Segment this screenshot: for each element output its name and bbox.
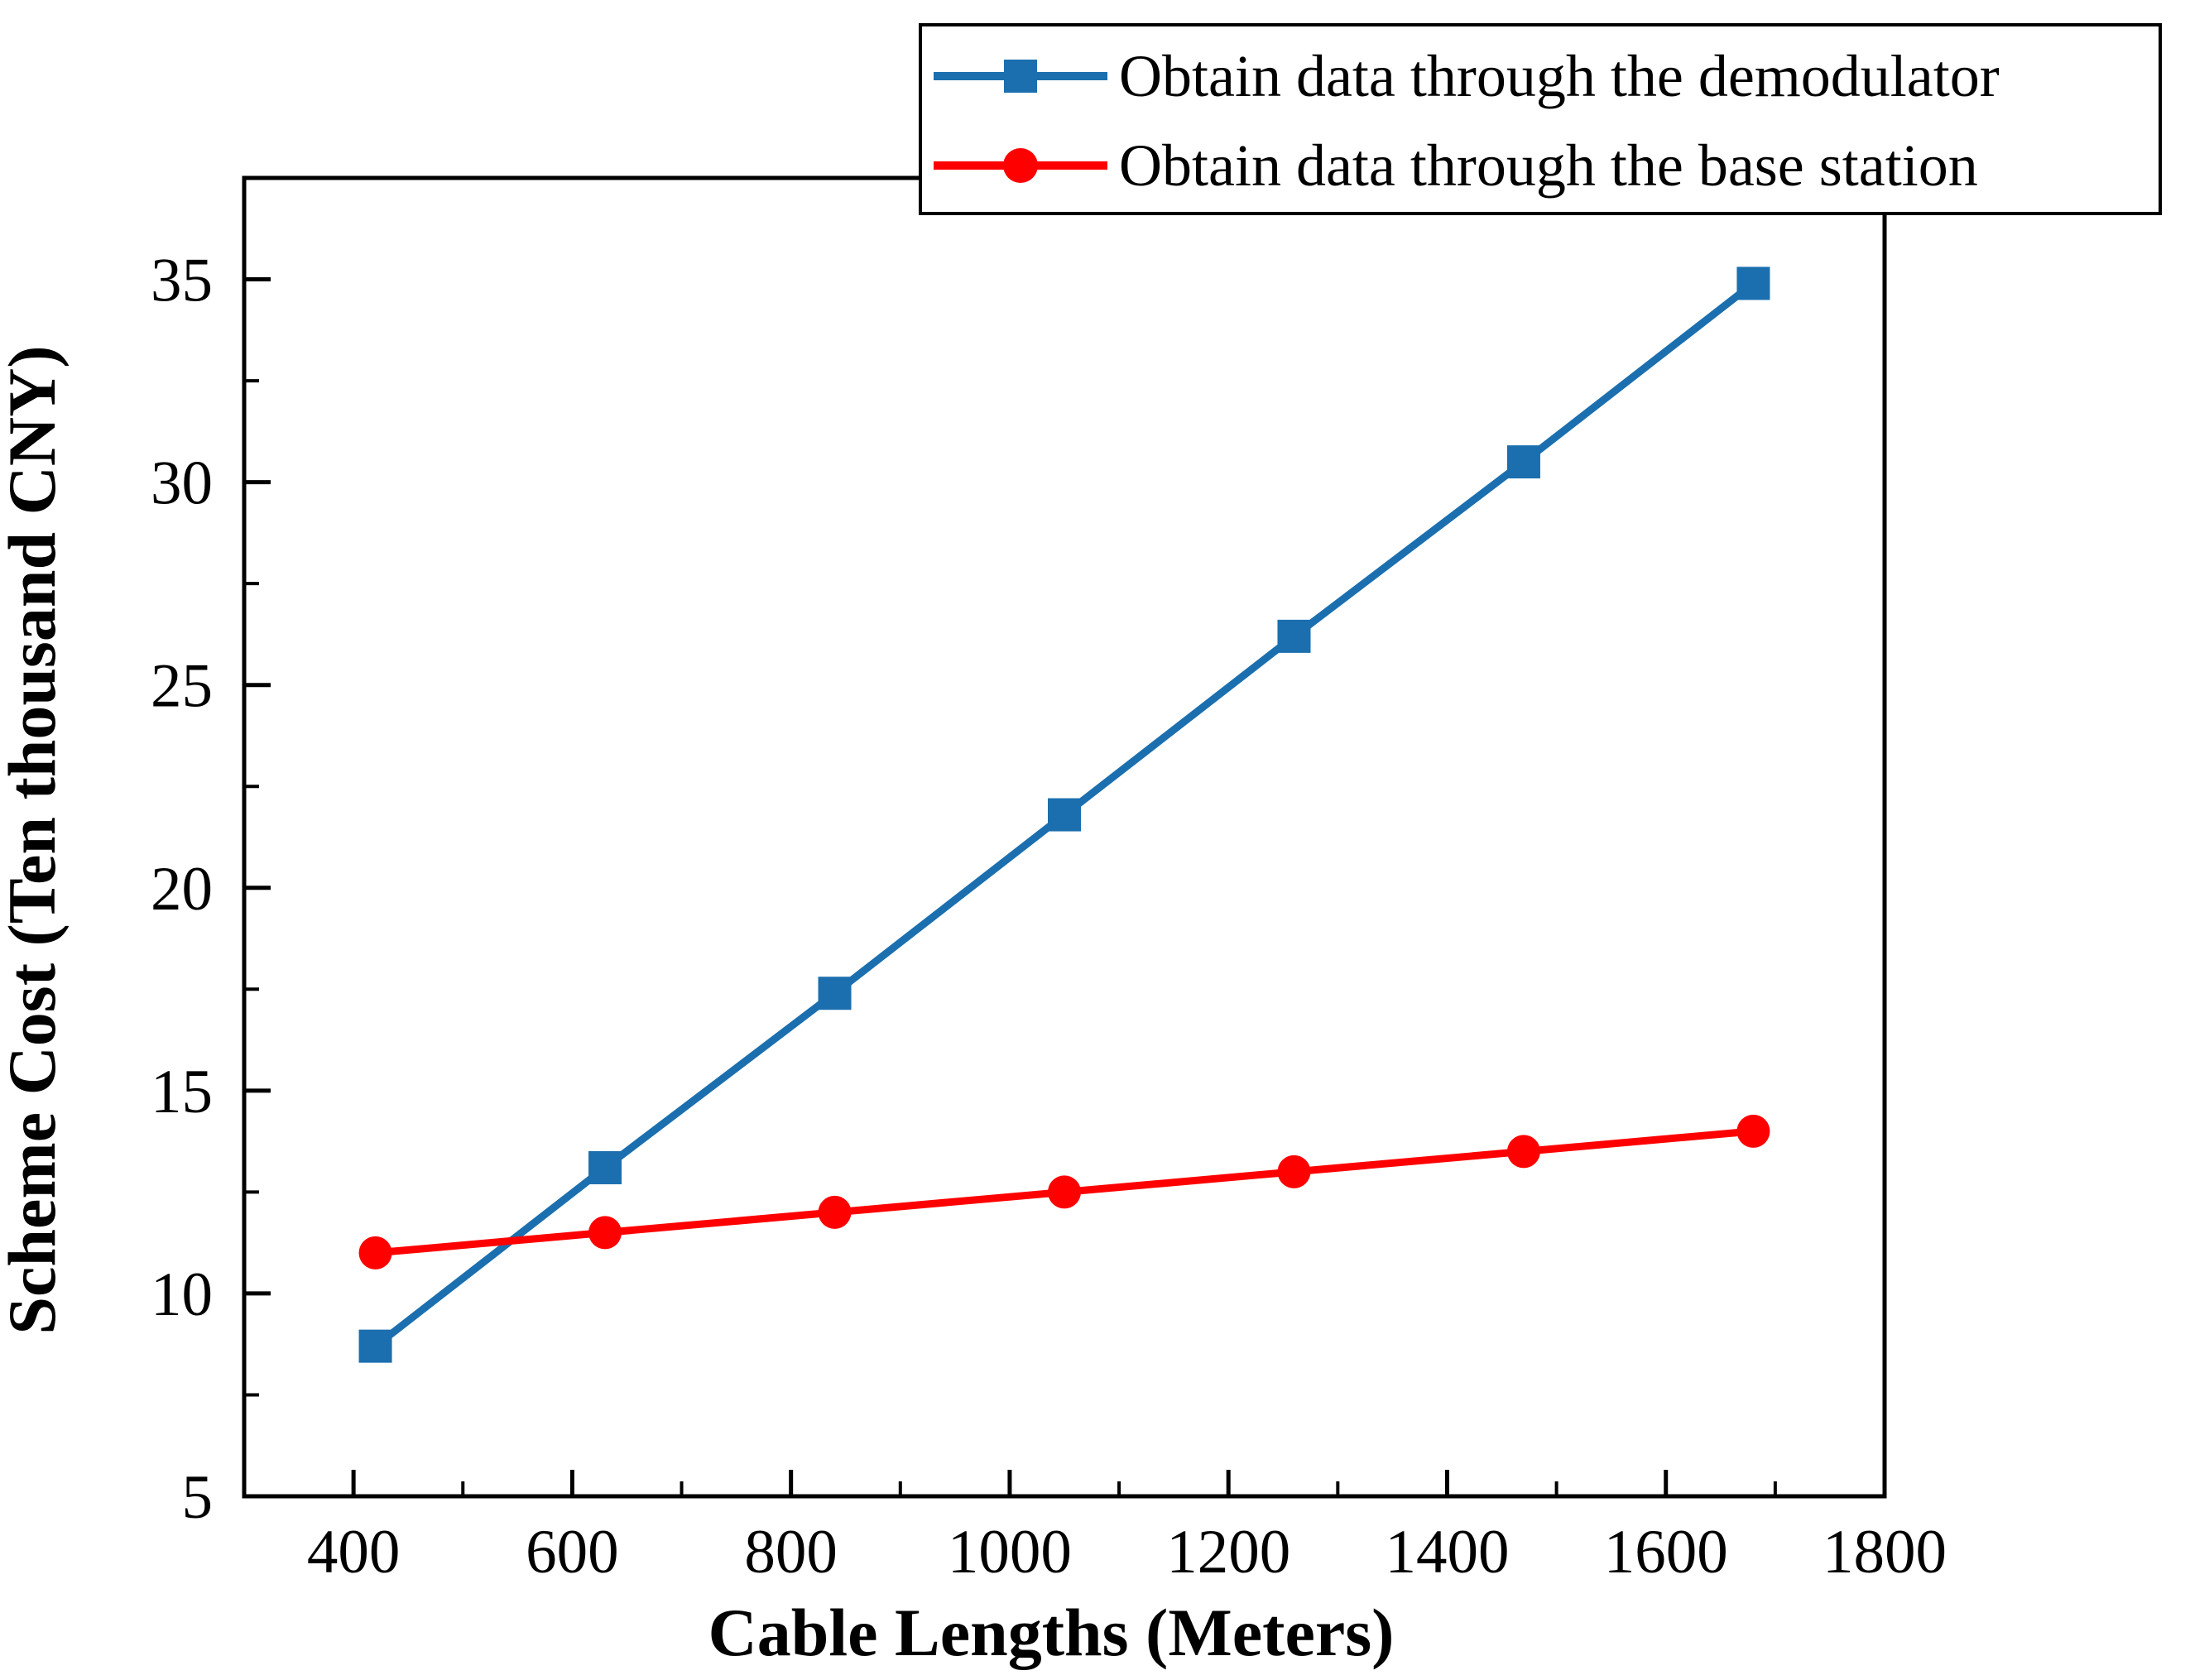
- data-point-demodulator: [1048, 798, 1081, 832]
- x-axis-title: Cable Lengths (Meters): [708, 1595, 1395, 1670]
- data-point-demodulator: [588, 1150, 622, 1184]
- legend-label-demodulator: Obtain data through the demodulator: [1119, 43, 2000, 109]
- x-tick-label: 1600: [1604, 1518, 1728, 1586]
- legend-entry-base-station: Obtain data through the base station: [934, 132, 1978, 199]
- data-point-demodulator: [358, 1329, 392, 1363]
- y-tick-label: 10: [151, 1260, 213, 1329]
- legend: Obtain data through the demodulator Obta…: [919, 23, 2162, 215]
- x-tick-label: 400: [307, 1518, 401, 1586]
- legend-label-base-station: Obtain data through the base station: [1119, 132, 1978, 199]
- x-tick-label: 1200: [1166, 1518, 1290, 1586]
- y-tick-label: 5: [182, 1463, 214, 1532]
- data-point-demodulator: [1736, 266, 1770, 300]
- data-point-base-station: [588, 1216, 622, 1250]
- x-tick-label: 1800: [1823, 1518, 1947, 1586]
- x-tick-label: 600: [526, 1518, 619, 1586]
- x-tick-label: 800: [744, 1518, 838, 1586]
- y-tick-label: 35: [151, 247, 213, 315]
- data-point-base-station: [818, 1195, 852, 1229]
- data-point-base-station: [1048, 1175, 1081, 1209]
- y-tick-label: 15: [151, 1058, 213, 1126]
- data-point-demodulator: [818, 977, 852, 1010]
- data-point-base-station: [1736, 1114, 1770, 1148]
- y-axis-title: Scheme Cost (Ten thousand CNY): [0, 345, 70, 1334]
- legend-circle-marker-icon: [1003, 148, 1038, 183]
- x-tick-label: 1400: [1385, 1518, 1509, 1586]
- data-point-base-station: [1506, 1135, 1540, 1169]
- data-point-base-station: [1277, 1154, 1311, 1188]
- y-tick-label: 20: [151, 855, 213, 924]
- data-point-demodulator: [1277, 619, 1311, 653]
- data-point-demodulator: [1506, 445, 1540, 479]
- legend-box: [919, 23, 2162, 215]
- plot-area: 400 600 800 1000 1200 1400 1600 1800 5 10 15 20 25 30…: [151, 175, 1947, 1586]
- data-point-base-station: [358, 1236, 392, 1270]
- legend-entry-demodulator: Obtain data through the demodulator: [934, 43, 2000, 109]
- legend-square-marker-icon: [1004, 60, 1037, 93]
- x-tick-label: 1000: [948, 1518, 1072, 1586]
- y-tick-label: 25: [151, 652, 213, 721]
- y-tick-label: 30: [151, 449, 213, 518]
